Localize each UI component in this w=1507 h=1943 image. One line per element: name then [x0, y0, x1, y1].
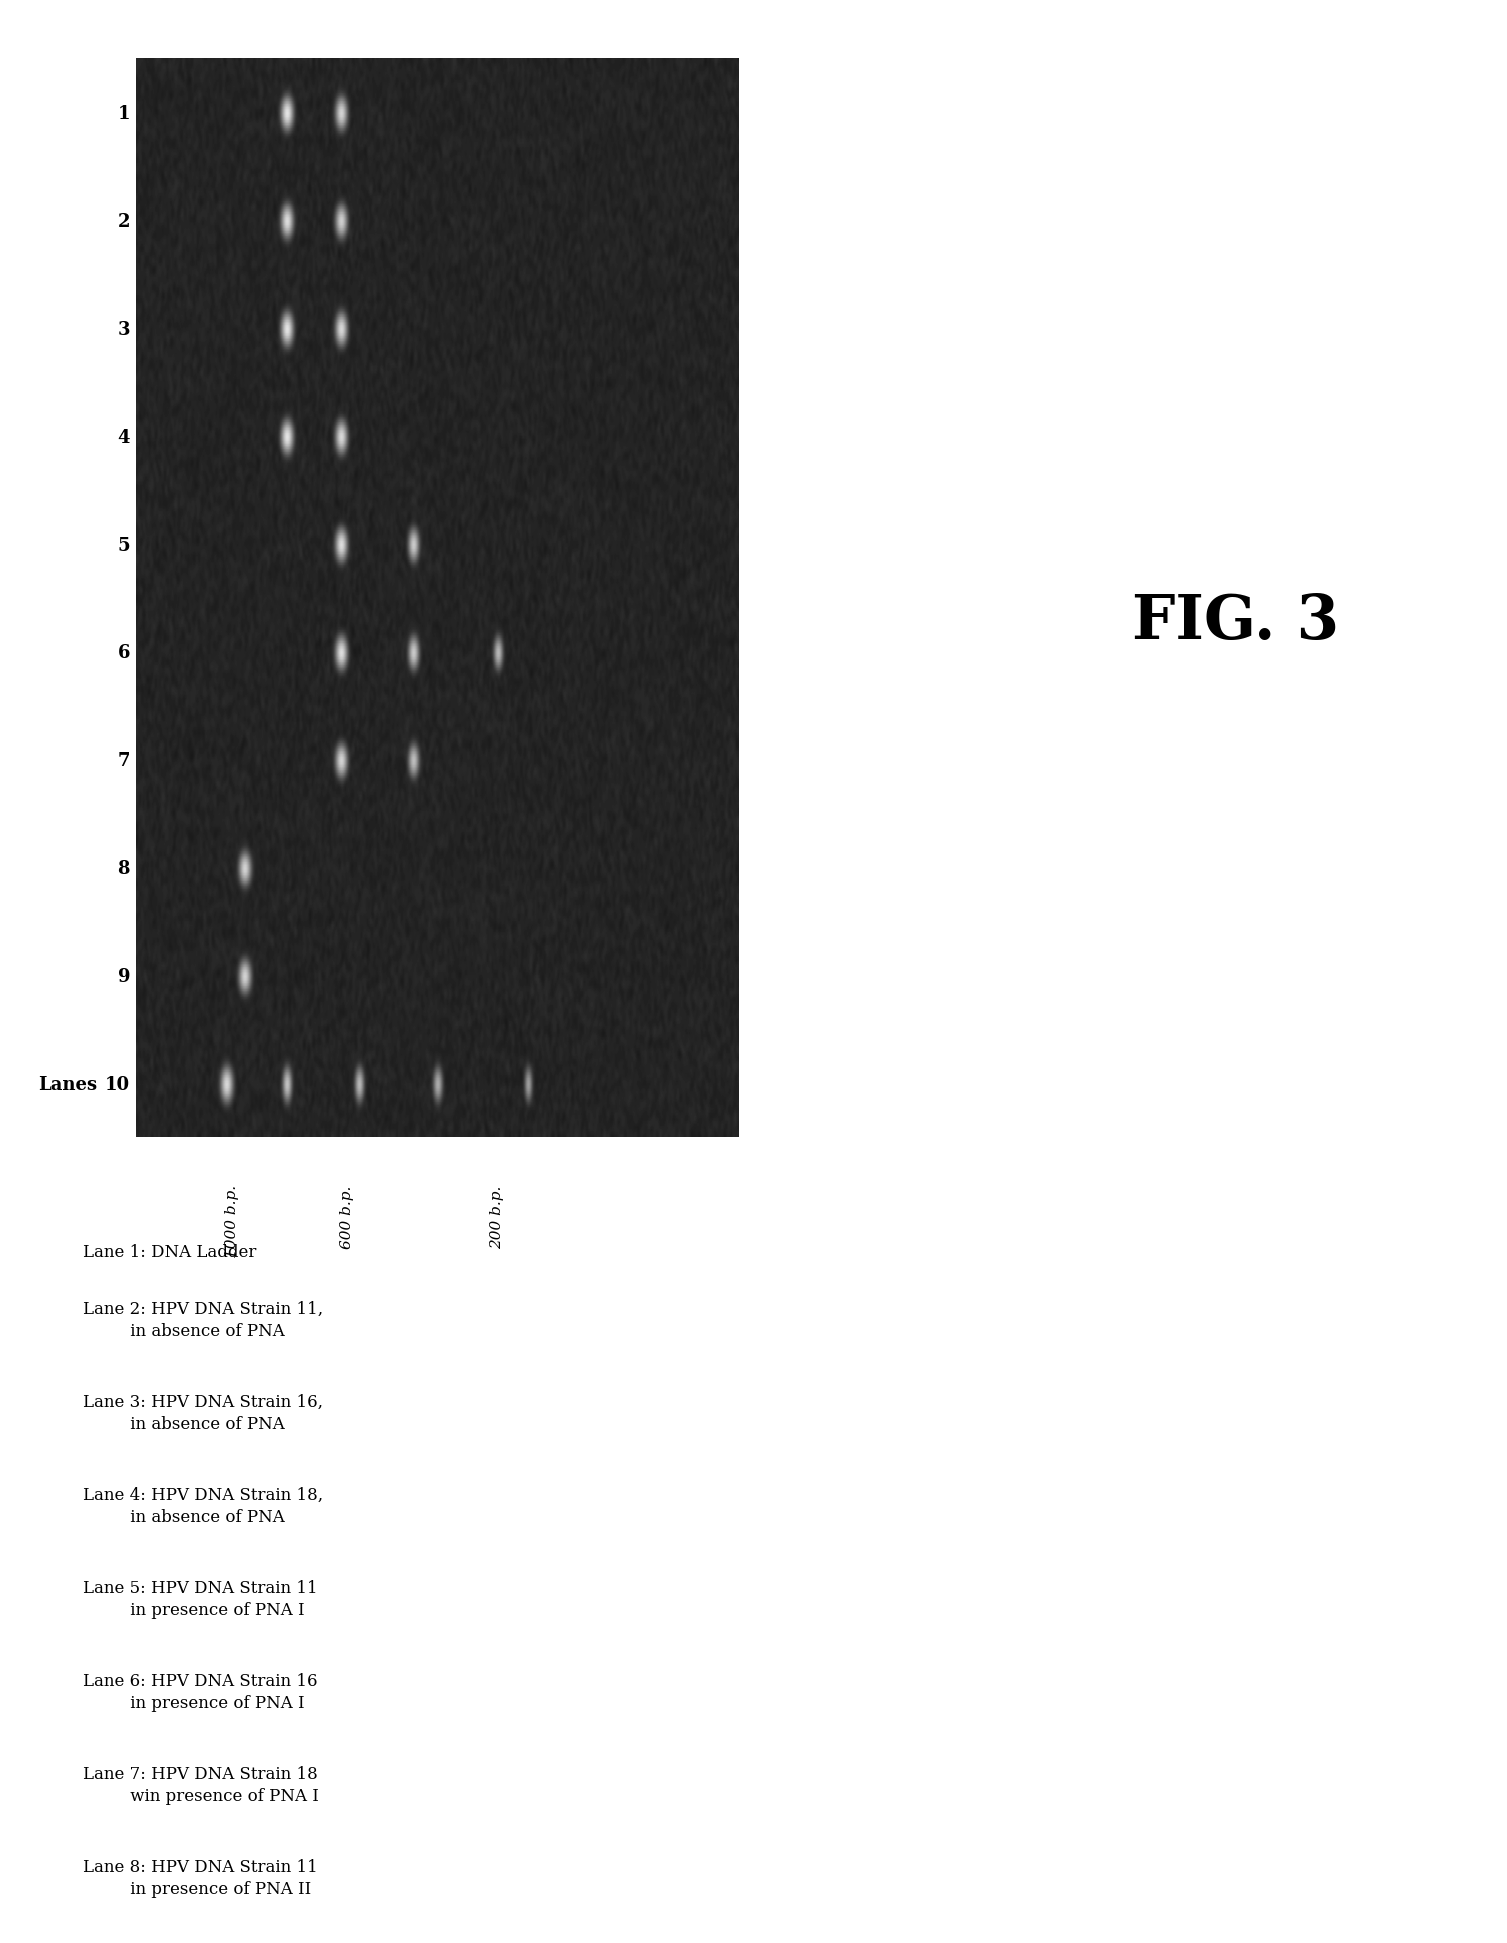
Text: Lane 7: HPV DNA Strain 18
         win presence of PNA I: Lane 7: HPV DNA Strain 18 win presence o… — [83, 1766, 319, 1805]
Text: Lane 4: HPV DNA Strain 18,
         in absence of PNA: Lane 4: HPV DNA Strain 18, in absence of… — [83, 1486, 322, 1527]
Text: Lane 2: HPV DNA Strain 11,
         in absence of PNA: Lane 2: HPV DNA Strain 11, in absence of… — [83, 1302, 322, 1341]
Text: Lane 6: HPV DNA Strain 16
         in presence of PNA I: Lane 6: HPV DNA Strain 16 in presence of… — [83, 1673, 318, 1712]
Text: Lane 3: HPV DNA Strain 16,
         in absence of PNA: Lane 3: HPV DNA Strain 16, in absence of… — [83, 1395, 322, 1434]
Text: 1000 b.p.: 1000 b.p. — [225, 1185, 240, 1259]
Text: FIG. 3: FIG. 3 — [1132, 593, 1340, 651]
Text: Lane 5: HPV DNA Strain 11
         in presence of PNA I: Lane 5: HPV DNA Strain 11 in presence of… — [83, 1580, 318, 1619]
Text: 200 b.p.: 200 b.p. — [490, 1185, 505, 1249]
Text: Lane 1: DNA Ladder: Lane 1: DNA Ladder — [83, 1244, 256, 1261]
Text: 600 b.p.: 600 b.p. — [339, 1185, 354, 1249]
Text: Lanes: Lanes — [38, 1076, 96, 1094]
Text: Lane 8: HPV DNA Strain 11
         in presence of PNA II: Lane 8: HPV DNA Strain 11 in presence of… — [83, 1859, 318, 1898]
